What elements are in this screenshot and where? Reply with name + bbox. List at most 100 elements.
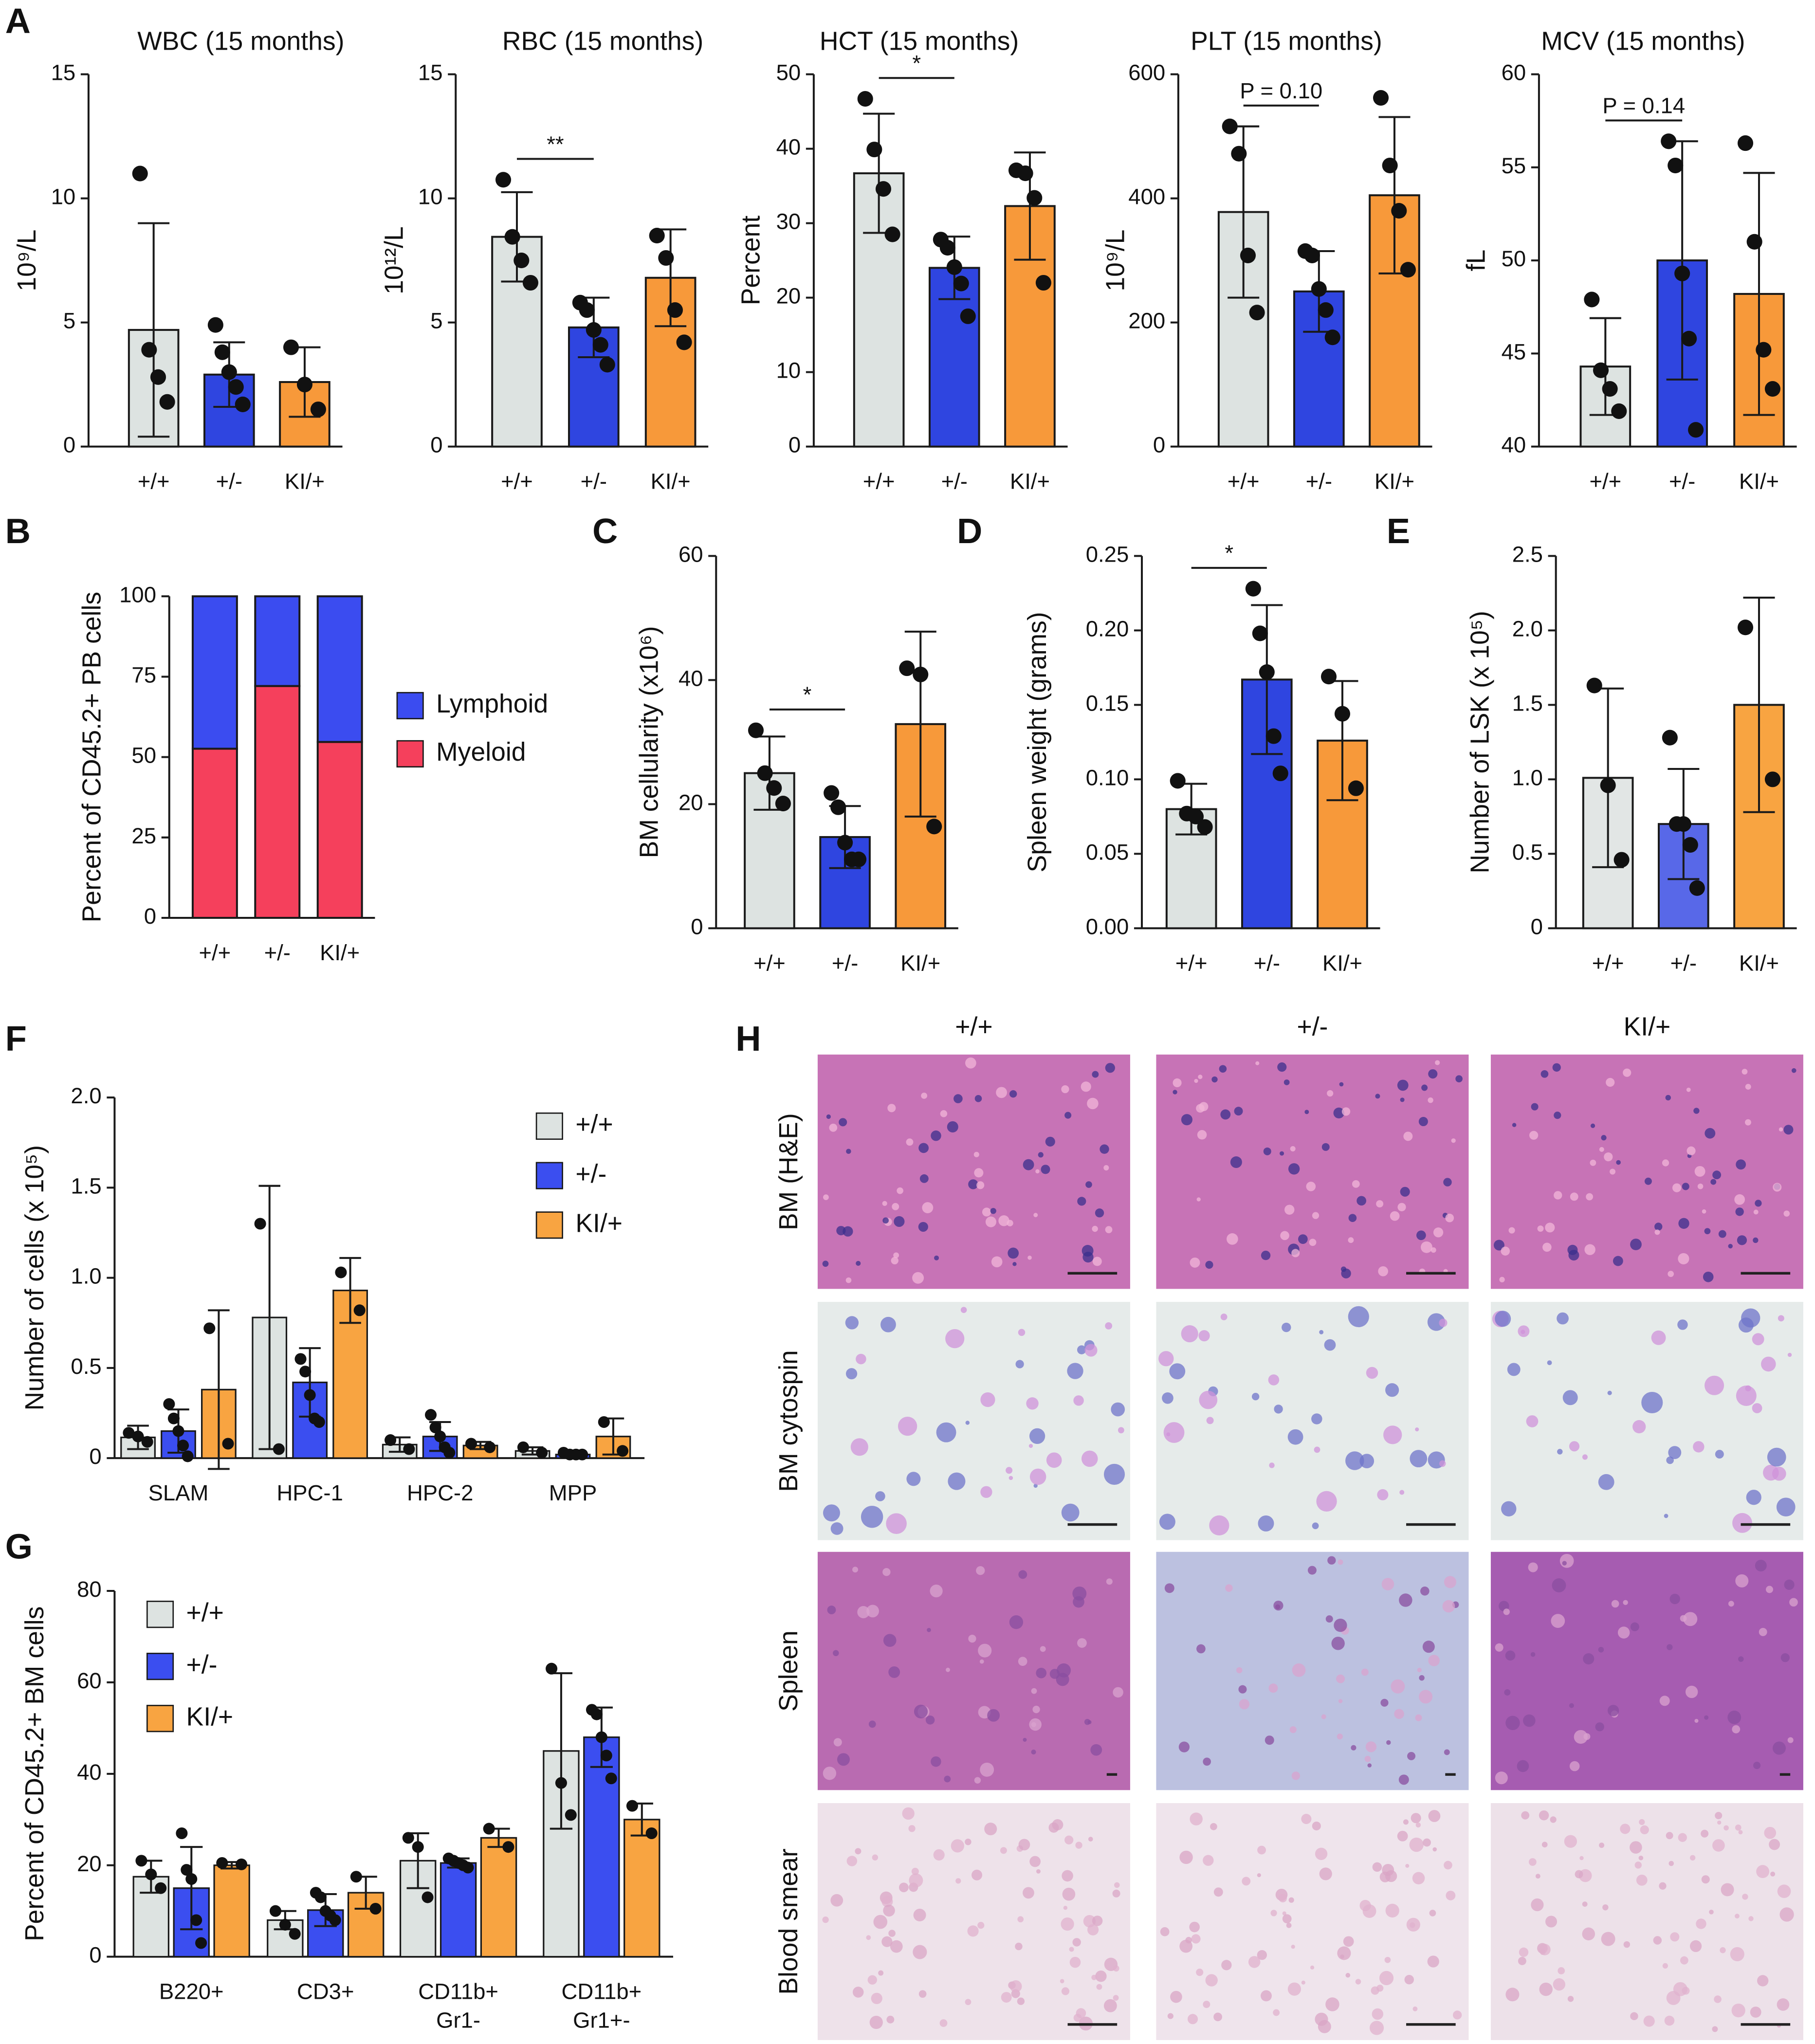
cell [1367,1763,1372,1768]
cell [979,1659,984,1664]
cell [1029,1428,1045,1444]
cell [1558,1967,1565,1974]
cell [1659,1696,1670,1706]
cell [1012,1262,1017,1266]
cell [1783,1210,1790,1217]
cell [1582,1454,1588,1460]
y-tick-label: 0.5 [71,1354,101,1379]
cell [1542,1242,1552,1252]
cell [1112,1889,1120,1898]
data-point [555,1777,567,1789]
x-tick-label: KI/+ [285,469,325,494]
cell [1701,1875,1710,1884]
cell [1428,1810,1441,1822]
data-point [830,799,846,815]
cell [1654,1223,1663,1231]
data-point [221,364,237,380]
cell [1181,1325,1198,1343]
cell [1376,1985,1384,1992]
cell [990,1208,996,1214]
x-tick-label: CD3+ [297,1979,354,2004]
data-point [953,275,969,292]
cell [1352,1180,1360,1188]
cell [934,1255,939,1260]
cell [1337,1946,1351,1960]
cell [1545,1916,1558,1928]
cell [1023,1737,1027,1742]
data-point [1348,780,1364,796]
cell [1641,1391,1663,1414]
cell [1190,1257,1200,1268]
cell [1114,1882,1120,1888]
cell [1391,1679,1405,1694]
cell [1537,1225,1544,1232]
y-tick-label: 1.0 [71,1264,101,1289]
data-point [135,1855,147,1867]
micrograph [817,1054,1130,1289]
error-bar [1743,172,1775,416]
cell [945,1329,965,1349]
cell [1372,2008,1384,2020]
cell [1613,1256,1623,1266]
cell [1077,1197,1086,1206]
cell [886,1513,907,1534]
cell [1557,1312,1569,1325]
cell [1257,1950,1267,1960]
data-point [1737,620,1754,636]
cell [947,1121,958,1132]
micrograph [1156,1054,1469,1289]
cell [1292,1663,1306,1677]
cell [856,1353,866,1365]
cell [1355,1979,1361,1985]
data-point [402,1832,414,1844]
cell [887,1104,896,1113]
cell [1072,1586,1087,1601]
y-tick-label: 50 [131,743,156,768]
cell [1659,1882,1667,1890]
cell [1341,1107,1351,1116]
y-tick-label: 0 [1153,433,1165,457]
cell [1365,1741,1377,1752]
cell [1268,1374,1280,1386]
cell [1680,1615,1687,1622]
cell [1325,1615,1333,1623]
cell [1778,1127,1783,1132]
cell [1206,1417,1214,1424]
data-point [600,1750,612,1762]
cell [1428,1069,1438,1079]
error-bar [138,222,170,438]
cell [1006,1467,1013,1474]
data-point [299,1366,312,1378]
cell [1505,1650,1516,1661]
cell [991,1256,1003,1268]
data-point [163,1398,175,1410]
data-point [605,1772,617,1785]
cell [1081,1450,1098,1467]
x-tick-label: +/+ [1228,469,1260,494]
cell [1745,1084,1751,1090]
cell [1321,1143,1330,1151]
cell [1752,1333,1764,1346]
cell [1531,1898,1544,1912]
cell [866,1605,879,1618]
y-tick-label: 20 [77,1851,102,1876]
cell [1412,2006,1418,2011]
x-tick-label: +/+ [1592,950,1624,975]
cell [1105,1322,1113,1330]
cell [1734,1914,1740,1919]
cell [1060,1979,1064,1984]
cell [1100,1144,1109,1154]
data-point [434,1430,446,1442]
cell [1584,1244,1595,1255]
micrograph [1156,1302,1469,1540]
cell [1248,1956,1261,1968]
cell [1301,1814,1312,1825]
data-point [837,835,853,851]
cell [1197,1130,1207,1140]
cell [868,1720,876,1728]
cell [1772,1741,1786,1755]
cell [1103,1463,1125,1485]
micrograph [1156,1803,1469,2040]
cell [823,1504,840,1522]
micrograph [1490,1054,1803,1289]
